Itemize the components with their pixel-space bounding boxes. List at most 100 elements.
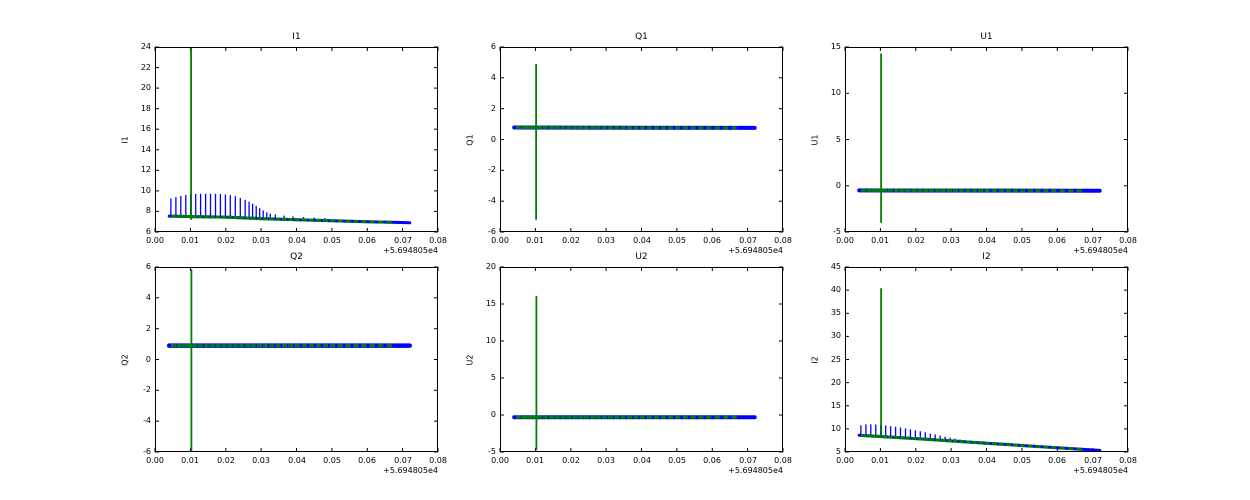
y-tick-label: 0 <box>835 181 841 190</box>
x-tick-label: 0.08 <box>1119 456 1137 465</box>
x-tick-label: 0.04 <box>633 236 651 245</box>
subplot-title: U2 <box>635 252 648 262</box>
axes-frame <box>155 267 438 452</box>
y-tick-label: 8 <box>145 206 151 215</box>
x-tick-label: 0.08 <box>429 456 447 465</box>
y-tick-label: 16 <box>140 124 151 133</box>
y-tick-label: -6 <box>488 227 496 236</box>
y-tick-label: 2 <box>145 324 151 333</box>
y-tick-label: 12 <box>140 165 151 174</box>
x-tick-label: 0.02 <box>217 236 235 245</box>
subplot-u2: U2 U2 +5.694805e4 0.00 0.01 0.02 0.03 0.04 0.… <box>466 252 792 475</box>
axes-frame <box>500 47 783 232</box>
plot-area <box>499 46 784 233</box>
x-tick-label: 0.07 <box>739 456 757 465</box>
y-tick-label: 15 <box>830 401 841 410</box>
y-tick-label: 10 <box>140 186 151 195</box>
x-tick-label: 0.01 <box>526 236 544 245</box>
x-tick-label: 0.07 <box>1084 456 1102 465</box>
x-tick-label: 0.07 <box>394 236 412 245</box>
y-tick-label: 0 <box>490 135 496 144</box>
y-tick-label: 15 <box>485 299 496 308</box>
axes-frame <box>845 47 1128 232</box>
x-tick-label: 0.01 <box>871 236 889 245</box>
subplot-q1: Q1 Q1 +5.694805e4 0.00 0.01 0.02 0.03 0.04 0.… <box>466 32 792 255</box>
plot-area <box>154 46 439 233</box>
x-tick-label: 0.03 <box>942 456 960 465</box>
subplot-title: U1 <box>980 32 993 42</box>
y-tick-label: 20 <box>485 262 496 271</box>
x-tick-label: 0.00 <box>836 456 854 465</box>
x-tick-label: 0.02 <box>907 236 925 245</box>
y-tick-label: -2 <box>143 385 151 394</box>
x-tick-label: 0.01 <box>181 456 199 465</box>
y-tick-label: -2 <box>488 165 496 174</box>
x-tick-label: 0.03 <box>252 456 270 465</box>
x-tick-label: 0.02 <box>562 236 580 245</box>
y-tick-label: -5 <box>833 227 841 236</box>
subplot-q2: Q2 Q2 +5.694805e4 0.00 0.01 0.02 0.03 0.04 0.… <box>121 252 447 475</box>
x-tick-label: 0.03 <box>252 236 270 245</box>
axes-frame <box>500 267 783 452</box>
x-tick-label: 0.00 <box>146 456 164 465</box>
subplot-title: I1 <box>292 32 301 42</box>
x-tick-label: 0.05 <box>1013 456 1031 465</box>
y-tick-label: 5 <box>835 447 841 456</box>
x-tick-label: 0.06 <box>703 236 721 245</box>
y-axis-label: I1 <box>120 135 130 144</box>
x-tick-label: 0.08 <box>774 236 792 245</box>
x-tick-label: 0.04 <box>978 456 996 465</box>
x-offset-label: +5.694805e4 <box>728 246 783 255</box>
x-offset-label: +5.694805e4 <box>383 466 438 475</box>
x-tick-label: 0.06 <box>358 456 376 465</box>
y-tick-label: 22 <box>140 63 151 72</box>
y-tick-label: 4 <box>490 73 496 82</box>
x-tick-label: 0.05 <box>1013 236 1031 245</box>
y-tick-label: 6 <box>145 262 151 271</box>
x-tick-label: 0.04 <box>978 236 996 245</box>
x-tick-label: 0.01 <box>526 456 544 465</box>
plot-area <box>844 266 1129 453</box>
x-tick-label: 0.00 <box>491 456 509 465</box>
x-tick-label: 0.02 <box>217 456 235 465</box>
y-tick-label: -4 <box>143 416 151 425</box>
y-tick-label: 0 <box>490 410 496 419</box>
y-tick-label: 35 <box>830 308 841 317</box>
x-tick-label: 0.05 <box>323 236 341 245</box>
subplot-u1: U1 U1 +5.694805e4 0.00 0.01 0.02 0.03 0.04 0.… <box>811 32 1137 255</box>
y-tick-label: -6 <box>143 447 151 456</box>
y-tick-label: 18 <box>140 104 151 113</box>
y-tick-label: 5 <box>490 373 496 382</box>
y-axis-label: U2 <box>465 354 475 365</box>
y-tick-label: 30 <box>830 331 841 340</box>
y-tick-label: 20 <box>140 83 151 92</box>
y-tick-label: 2 <box>490 104 496 113</box>
x-tick-label: 0.06 <box>1048 456 1066 465</box>
y-tick-label: 24 <box>140 42 151 51</box>
x-tick-label: 0.06 <box>1048 236 1066 245</box>
y-tick-label: 5 <box>835 135 841 144</box>
x-tick-label: 0.04 <box>288 236 306 245</box>
x-tick-label: 0.06 <box>358 236 376 245</box>
subplot-title: Q2 <box>290 252 303 262</box>
y-tick-label: 25 <box>830 355 841 364</box>
x-tick-label: 0.02 <box>907 456 925 465</box>
x-tick-label: 0.00 <box>146 236 164 245</box>
x-tick-label: 0.03 <box>942 236 960 245</box>
y-tick-label: 14 <box>140 145 151 154</box>
plot-area <box>499 266 784 453</box>
series-green-markers <box>170 214 392 224</box>
y-tick-label: 6 <box>145 227 151 236</box>
x-tick-label: 0.02 <box>562 456 580 465</box>
x-tick-label: 0.04 <box>633 456 651 465</box>
x-offset-label: +5.694805e4 <box>1073 466 1128 475</box>
y-tick-label: 15 <box>830 42 841 51</box>
plot-area <box>154 266 439 453</box>
y-tick-label: 10 <box>485 336 496 345</box>
x-tick-label: 0.03 <box>597 456 615 465</box>
x-tick-label: 0.01 <box>181 236 199 245</box>
x-tick-label: 0.05 <box>668 236 686 245</box>
x-tick-label: 0.03 <box>597 236 615 245</box>
x-offset-label: +5.694805e4 <box>383 246 438 255</box>
x-tick-label: 0.08 <box>774 456 792 465</box>
